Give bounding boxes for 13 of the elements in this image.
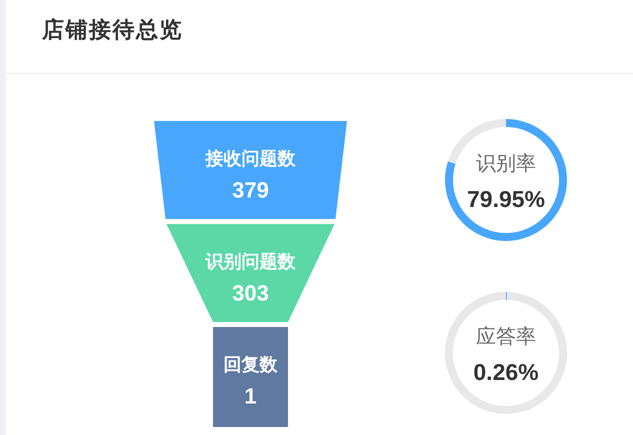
text: 识别率 — [476, 151, 536, 175]
data-label: 1 — [244, 384, 257, 408]
data-label: 379 — [232, 178, 269, 202]
text: 79.95% — [466, 186, 546, 212]
text: 0.26% — [473, 359, 539, 385]
donut-slice — [445, 292, 567, 414]
category-label: 回复数 — [224, 354, 278, 376]
data-label: 303 — [232, 280, 269, 306]
category-label: 接收问题数 — [204, 148, 296, 170]
text: 店铺接待总览 — [41, 17, 183, 43]
text: 应答率 — [476, 324, 536, 348]
donut-slice — [445, 119, 567, 241]
category-label: 识别问题数 — [204, 252, 296, 272]
